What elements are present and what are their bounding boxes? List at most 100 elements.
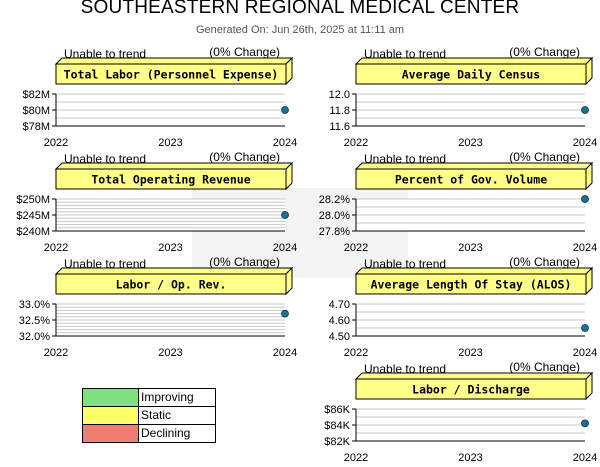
title-banner: Total Operating Revenue — [54, 161, 294, 191]
y-tick-label: 11.6 — [329, 121, 350, 133]
y-tick-label: 4.60 — [329, 315, 350, 327]
y-tick-label: 11.8 — [329, 105, 350, 117]
x-tick-label: 2022 — [344, 347, 368, 359]
x-tick-label: 2024 — [573, 452, 597, 464]
data-point — [581, 419, 589, 428]
chart-panel-percent-gov-volume: Unable to trend (0% Change) 28.2% 28.0% 27… — [300, 150, 600, 257]
title-banner: Average Length Of Stay (ALOS) — [354, 266, 594, 296]
page-title: SOUTHEASTERN REGIONAL MEDICAL CENTER — [80, 0, 520, 18]
chart-title: Average Daily Census — [402, 68, 540, 82]
y-tick-label: 4.70 — [329, 299, 350, 311]
y-tick-label: 32.0% — [19, 331, 50, 343]
percent-change: (0% Change) — [209, 45, 280, 59]
legend-item-static: Static — [82, 407, 216, 425]
chart-svg: 12.0 11.8 11.6 2022 2023 2024 Average Daily Ce… — [329, 56, 597, 149]
y-tick-label: 12.0 — [329, 89, 350, 101]
x-tick-label: 2023 — [158, 347, 182, 359]
y-tick-label: $86K — [324, 404, 350, 416]
banner-side-bevel — [585, 161, 593, 191]
y-tick-label: 28.2% — [319, 194, 350, 206]
banner-top-bevel — [354, 162, 594, 170]
x-tick-label: 2024 — [573, 242, 597, 254]
legend-label: Improving — [141, 390, 194, 404]
data-point — [581, 195, 589, 203]
banner-side-bevel — [585, 371, 593, 401]
banner-top-bevel — [354, 372, 594, 380]
legend-item-declining: Declining — [82, 425, 216, 443]
percent-change: (0% Change) — [509, 150, 580, 164]
chart-svg: 4.70 4.60 4.50 2022 2023 2024 Average Length O… — [329, 266, 597, 359]
y-tick-label: $84K — [324, 420, 350, 432]
banner-side-bevel — [285, 161, 293, 191]
banner-side-bevel — [585, 56, 593, 86]
data-point — [281, 309, 289, 318]
chart-panel-total-labor: Unable to trend (0% Change) $82M $80M $78M… — [0, 45, 300, 152]
percent-change: (0% Change) — [209, 150, 280, 164]
chart-title: Labor / Op. Rev. — [116, 278, 227, 292]
x-tick-label: 2023 — [458, 452, 482, 464]
legend: Improving Static Declining — [82, 388, 216, 443]
x-tick-label: 2022 — [344, 242, 368, 254]
chart-title: Total Operating Revenue — [91, 173, 250, 187]
legend-item-improving: Improving — [82, 388, 216, 407]
x-tick-label: 2022 — [344, 137, 368, 149]
legend-swatch — [83, 407, 139, 424]
x-tick-label: 2023 — [458, 242, 482, 254]
legend-swatch — [83, 425, 139, 442]
title-banner: Percent of Gov. Volume — [354, 161, 594, 191]
banner-side-bevel — [585, 266, 593, 296]
chart-panel-average-length-of-stay: Unable to trend (0% Change) 4.70 4.60 4.50… — [300, 255, 600, 362]
banner-top-bevel — [54, 267, 294, 275]
x-tick-label: 2022 — [44, 347, 68, 359]
percent-change: (0% Change) — [209, 255, 280, 269]
percent-change: (0% Change) — [509, 360, 580, 374]
y-tick-label: $82K — [324, 436, 350, 448]
y-tick-label: $78M — [22, 121, 50, 133]
x-tick-label: 2024 — [273, 242, 297, 254]
y-tick-label: $80M — [22, 105, 50, 117]
banner-top-bevel — [354, 57, 594, 65]
data-point — [281, 211, 289, 219]
chart-svg: 28.2% 28.0% 27.8% 2022 2023 2024 Percent of Go… — [319, 161, 597, 254]
y-tick-label: $240M — [16, 226, 50, 238]
y-tick-label: 27.8% — [319, 226, 350, 238]
chart-svg: $82M $80M $78M 2022 2023 2024 Total Labor (Per… — [22, 56, 297, 149]
chart-panel-total-operating-revenue: Unable to trend (0% Change) $250M $245M $2… — [0, 150, 300, 257]
chart-panel-average-daily-census: Unable to trend (0% Change) 12.0 11.8 11.6… — [300, 45, 600, 152]
y-tick-label: 28.0% — [319, 210, 350, 222]
x-tick-label: 2024 — [573, 137, 597, 149]
banner-side-bevel — [285, 266, 293, 296]
legend-label: Declining — [141, 426, 191, 440]
chart-title: Percent of Gov. Volume — [395, 173, 547, 187]
data-point — [581, 106, 589, 114]
chart-svg: $86K $84K $82K 2022 2023 2024 Labor / Discharg… — [324, 371, 597, 464]
x-tick-label: 2023 — [458, 347, 482, 359]
y-tick-label: 33.0% — [19, 299, 50, 311]
x-tick-label: 2022 — [44, 137, 68, 149]
y-tick-label: 32.5% — [19, 315, 50, 327]
percent-change: (0% Change) — [509, 45, 580, 59]
chart-panel-labor-discharge: Unable to trend (0% Change) $86K $84K $82K… — [300, 360, 600, 467]
y-tick-label: $82M — [22, 89, 50, 101]
x-tick-label: 2022 — [44, 242, 68, 254]
x-tick-label: 2022 — [344, 452, 368, 464]
data-point — [581, 324, 589, 332]
title-banner: Labor / Discharge — [354, 371, 594, 401]
x-tick-label: 2024 — [573, 347, 597, 359]
legend-label: Static — [141, 408, 172, 422]
title-banner: Labor / Op. Rev. — [54, 266, 294, 296]
x-tick-label: 2023 — [158, 137, 182, 149]
x-tick-label: 2024 — [273, 137, 297, 149]
legend-swatch — [83, 389, 139, 406]
banner-top-bevel — [354, 267, 594, 275]
title-banner: Average Daily Census — [354, 56, 594, 86]
title-banner: Total Labor (Personnel Expense) — [54, 56, 294, 86]
x-tick-label: 2024 — [273, 347, 297, 359]
chart-svg: $250M $245M $240M 2022 2023 2024 Total Operati… — [16, 161, 297, 254]
y-tick-label: $245M — [16, 210, 50, 222]
chart-title: Total Labor (Personnel Expense) — [64, 68, 279, 82]
data-point — [281, 106, 289, 114]
y-tick-label: $250M — [16, 194, 50, 206]
chart-title: Labor / Discharge — [412, 383, 530, 397]
chart-panel-labor-op-rev: Unable to trend (0% Change) 33.0% 32.5% 32… — [0, 255, 300, 362]
